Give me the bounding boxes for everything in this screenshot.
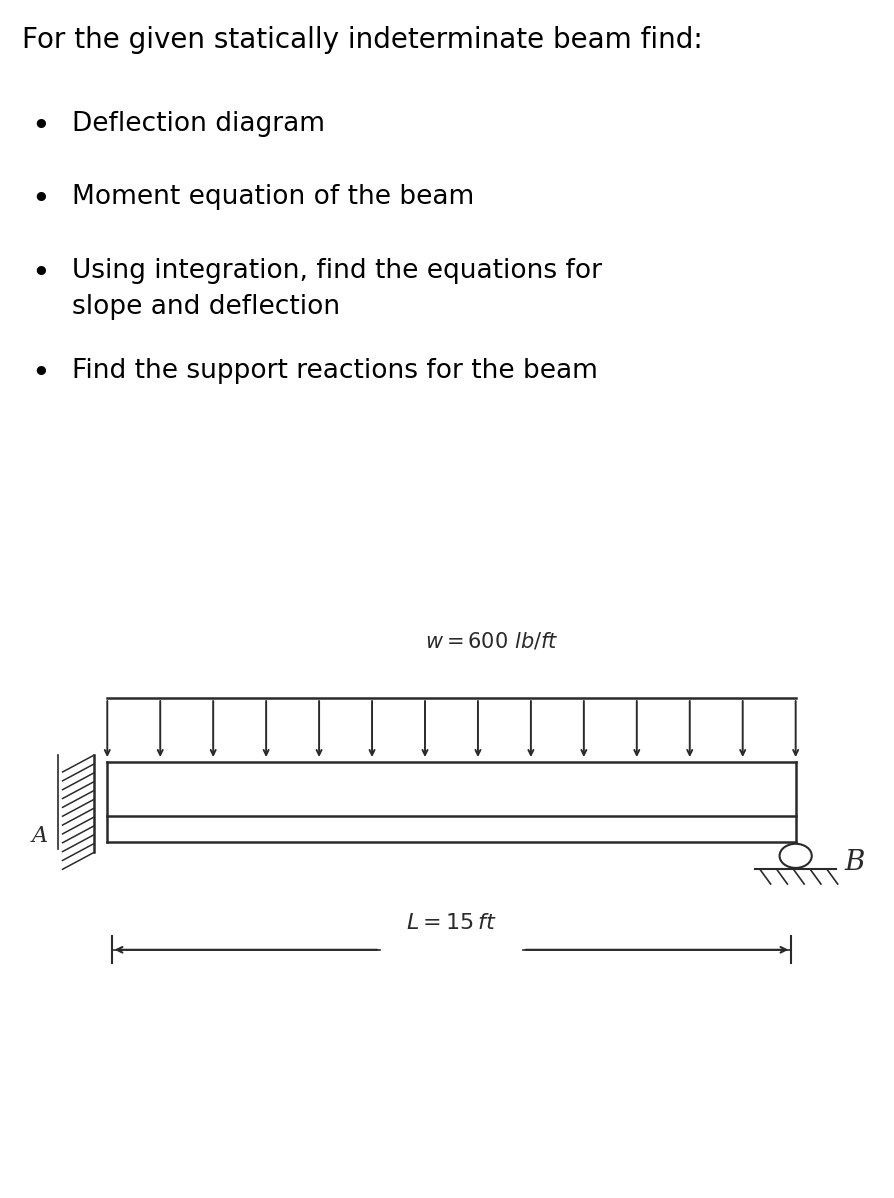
Text: For the given statically indeterminate beam find:: For the given statically indeterminate b… [22,26,703,54]
Text: Deflection diagram: Deflection diagram [72,110,325,137]
Text: •: • [31,184,49,216]
Text: $L = 15\,ft$: $L = 15\,ft$ [406,913,497,933]
Text: Moment equation of the beam: Moment equation of the beam [72,184,474,211]
Text: $w = 600\ \mathit{lb/ft}$: $w = 600\ \mathit{lb/ft}$ [425,630,559,652]
Text: Find the support reactions for the beam: Find the support reactions for the beam [72,358,597,385]
Text: A: A [32,824,48,847]
Text: •: • [31,110,49,141]
Text: •: • [31,259,49,289]
Text: •: • [31,358,49,389]
Text: B: B [845,849,865,876]
Text: Using integration, find the equations for
slope and deflection: Using integration, find the equations fo… [72,259,602,320]
